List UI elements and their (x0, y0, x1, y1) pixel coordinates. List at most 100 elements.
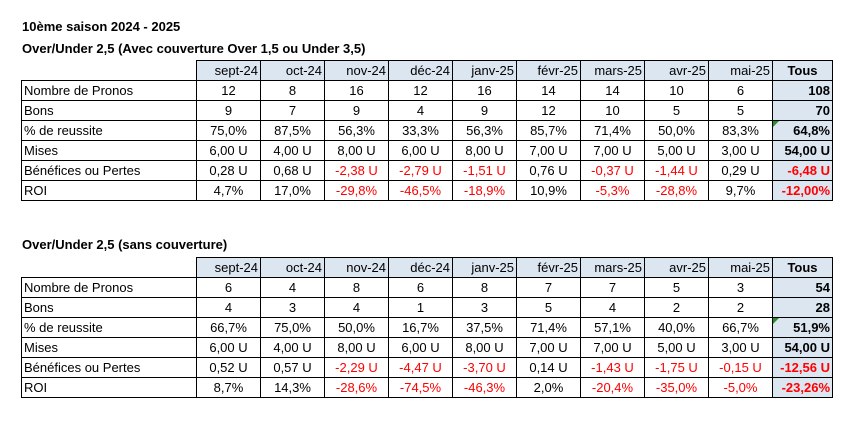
value-cell: 2 (708, 297, 773, 318)
value-cell: -35,0% (644, 377, 709, 398)
value-cell: 9,7% (708, 180, 773, 201)
month-header: févr-25 (516, 60, 581, 81)
value-cell: 0,14 U (516, 357, 581, 378)
row-label: % de reussite (21, 120, 197, 141)
total-value: 108 (808, 83, 830, 98)
value-cell: 4,7% (196, 180, 261, 201)
total-value: -23,26% (781, 380, 830, 395)
total-value: 54,00 U (784, 143, 830, 158)
value-cell: 8 (260, 80, 325, 101)
value-cell: 7,00 U (516, 337, 581, 358)
value-cell: 12 (388, 80, 453, 101)
value-cell: -2,29 U (324, 357, 389, 378)
stats-table-without-coverage: sept-24 oct-24 nov-24 déc-24 janv-25 févr-25 m… (21, 257, 833, 398)
value-cell: 71,4% (580, 120, 645, 141)
value-cell: 14 (516, 80, 581, 101)
month-header: mars-25 (580, 60, 645, 81)
total-value: 54 (815, 280, 830, 295)
month-header: janv-25 (452, 257, 517, 278)
row-label: ROI (21, 377, 197, 398)
value-cell: 1 (388, 297, 453, 318)
value-cell: 2 (644, 297, 709, 318)
value-cell: -74,5% (388, 377, 453, 398)
total-value: -6,48 U (787, 163, 830, 178)
value-cell: 0,29 U (708, 160, 773, 181)
value-cell: 4 (260, 277, 325, 298)
header-corner-empty (22, 258, 197, 278)
total-cell: 54 (772, 277, 833, 298)
value-cell: 66,7% (196, 317, 261, 338)
total-cell: 54,00 U (772, 337, 833, 358)
value-cell: 0,57 U (260, 357, 325, 378)
value-cell: 4 (196, 297, 261, 318)
value-cell: 57,1% (580, 317, 645, 338)
row-label: % de reussite (21, 317, 197, 338)
value-cell: 3 (452, 297, 517, 318)
value-cell: 6,00 U (196, 337, 261, 358)
value-cell: -5,3% (580, 180, 645, 201)
value-cell: -1,75 U (644, 357, 709, 378)
value-cell: 6 (388, 277, 453, 298)
row-label: Bénéfices ou Pertes (21, 357, 197, 378)
value-cell: -29,8% (324, 180, 389, 201)
value-cell: -28,6% (324, 377, 389, 398)
value-cell: 7,00 U (580, 337, 645, 358)
value-cell: -20,4% (580, 377, 645, 398)
total-cell: 51,9% (772, 317, 833, 338)
value-cell: 7,00 U (580, 140, 645, 161)
value-cell: 8 (452, 277, 517, 298)
table-row: ROI 4,7% 17,0% -29,8% -46,5% -18,9% 10,9% -5,3%… (21, 180, 833, 201)
value-cell: 14 (580, 80, 645, 101)
month-header: mai-25 (708, 60, 773, 81)
value-cell: 9 (452, 100, 517, 121)
month-header: déc-24 (388, 257, 453, 278)
row-label: Nombre de Pronos (21, 277, 197, 298)
value-cell: 33,3% (388, 120, 453, 141)
row-label: ROI (21, 180, 197, 201)
value-cell: 75,0% (260, 317, 325, 338)
table-row: Bénéfices ou Pertes 0,52 U 0,57 U -2,29 U -4… (21, 357, 833, 378)
value-cell: 4 (580, 297, 645, 318)
value-cell: 10,9% (516, 180, 581, 201)
total-header: Tous (772, 60, 833, 81)
header-corner-empty (22, 61, 197, 81)
month-header: sept-24 (196, 60, 261, 81)
value-cell: 16 (324, 80, 389, 101)
value-cell: 0,68 U (260, 160, 325, 181)
value-cell: 5 (644, 277, 709, 298)
table-row: ROI 8,7% 14,3% -28,6% -74,5% -46,3% 2,0% -20,4%… (21, 377, 833, 398)
value-cell: -28,8% (644, 180, 709, 201)
total-value: -12,00% (781, 183, 830, 198)
value-cell: 8,7% (196, 377, 261, 398)
month-header: oct-24 (260, 257, 325, 278)
value-cell: 56,3% (324, 120, 389, 141)
total-cell: -6,48 U (772, 160, 833, 181)
value-cell: 4 (324, 297, 389, 318)
value-cell: 50,0% (324, 317, 389, 338)
value-cell: 85,7% (516, 120, 581, 141)
cell-comment-marker-icon (773, 318, 779, 324)
stats-table-with-coverage: sept-24 oct-24 nov-24 déc-24 janv-25 févr-25 m… (21, 60, 833, 201)
total-value: 28 (815, 300, 830, 315)
total-cell: 28 (772, 297, 833, 318)
total-cell: -12,00% (772, 180, 833, 201)
value-cell: 87,5% (260, 120, 325, 141)
value-cell: 56,3% (452, 120, 517, 141)
value-cell: 8 (324, 277, 389, 298)
month-header: févr-25 (516, 257, 581, 278)
value-cell: 6 (196, 277, 261, 298)
month-header: janv-25 (452, 60, 517, 81)
value-cell: -2,38 U (324, 160, 389, 181)
table-title-with-coverage: Over/Under 2,5 (Avec couverture Over 1,5… (22, 41, 366, 56)
total-value: 51,9% (793, 320, 830, 335)
value-cell: 0,52 U (196, 357, 261, 378)
value-cell: 71,4% (516, 317, 581, 338)
value-cell: 6,00 U (196, 140, 261, 161)
value-cell: 16,7% (388, 317, 453, 338)
total-header: Tous (772, 257, 833, 278)
month-header: sept-24 (196, 257, 261, 278)
value-cell: 7 (260, 100, 325, 121)
value-cell: 83,3% (708, 120, 773, 141)
value-cell: -3,70 U (452, 357, 517, 378)
value-cell: -46,3% (452, 377, 517, 398)
